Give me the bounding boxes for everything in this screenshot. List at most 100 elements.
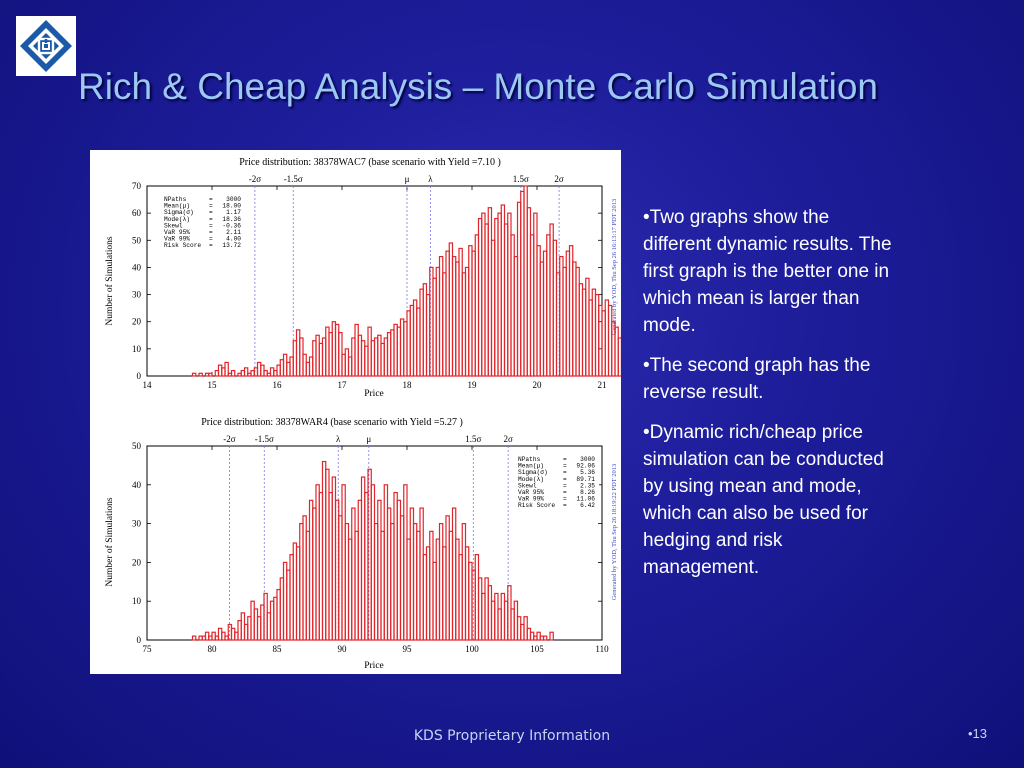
y-tick-label: 20 (132, 317, 142, 327)
marker-label: 1.5σ (513, 174, 529, 184)
y-tick-label: 70 (132, 181, 142, 191)
stats-value: 1.17 (226, 209, 241, 216)
stats-value: 92.06 (576, 463, 595, 470)
x-tick-label: 80 (208, 644, 218, 654)
stats-box (161, 194, 245, 252)
stats-label: VaR 95% (518, 489, 544, 496)
x-tick-label: 16 (273, 380, 283, 390)
chart-title: Price distribution: 38378WAC7 (base scen… (239, 157, 501, 168)
stats-value: 89.71 (576, 476, 595, 483)
stats-equals: = (563, 463, 567, 470)
y-tick-label: 50 (132, 235, 142, 245)
stats-value: 3000 (580, 456, 595, 463)
chart-bottom-war4: Price distribution: 38378WAR4 (base scen… (104, 417, 618, 671)
chart-y-axis-label: Number of Simulations (104, 236, 115, 325)
stats-value: 2.35 (580, 482, 595, 489)
x-tick-label: 14 (143, 380, 153, 390)
stats-value: 4.00 (226, 236, 241, 243)
y-tick-label: 30 (132, 519, 142, 529)
stats-value: 8.26 (580, 489, 595, 496)
x-tick-label: 75 (143, 644, 153, 654)
stats-box (515, 454, 599, 512)
kds-square-spiral-logo-icon (20, 20, 72, 72)
y-tick-label: 40 (132, 480, 142, 490)
stats-value: 6.42 (580, 502, 595, 509)
marker-label: -1.5σ (255, 434, 274, 444)
histogram-bar (198, 372, 203, 377)
stats-equals: = (563, 469, 567, 476)
stats-value: 11.06 (576, 496, 595, 503)
stats-value: 3000 (226, 196, 241, 203)
y-tick-label: 10 (132, 344, 142, 354)
stats-equals: = (563, 489, 567, 496)
histogram-svg: Price distribution: 38378WAC7 (base scen… (104, 157, 621, 671)
histogram-bar (208, 372, 213, 377)
stats-label: NPaths (518, 456, 541, 463)
marker-label: λ (336, 434, 341, 444)
stats-equals: = (563, 502, 567, 509)
x-tick-label: 20 (533, 380, 543, 390)
stats-label: Mode(λ) (518, 476, 544, 483)
bullet-item: •Two graphs show the different dynamic r… (643, 207, 892, 336)
marker-label: 1.5σ (465, 434, 481, 444)
stats-equals: = (209, 222, 213, 229)
kds-logo (16, 16, 76, 76)
histogram-bar (191, 372, 197, 377)
y-tick-label: 30 (132, 290, 142, 300)
stats-label: Sigma(σ) (164, 209, 194, 216)
stats-value: 2.11 (226, 229, 241, 236)
stats-label: Mode(λ) (164, 216, 190, 223)
x-tick-label: 105 (530, 644, 544, 654)
stats-label: VaR 95% (164, 229, 190, 236)
stats-equals: = (209, 242, 213, 249)
stats-label: Mean(μ) (164, 203, 190, 210)
x-tick-label: 85 (273, 644, 283, 654)
histogram-bar (224, 361, 229, 377)
stats-label: VaR 99% (164, 236, 190, 243)
y-tick-label: 20 (132, 557, 142, 567)
footer-text: KDS Proprietary Information (413, 728, 611, 744)
chart-x-axis-label: Price (364, 389, 384, 399)
stats-equals: = (563, 476, 567, 483)
histogram-figure: Price distribution: 38378WAC7 (base scen… (90, 150, 621, 674)
stats-value: 5.36 (580, 469, 595, 476)
stats-equals: = (209, 216, 213, 223)
stats-equals: = (209, 229, 213, 236)
x-tick-label: 90 (338, 644, 348, 654)
stats-value: 18.00 (222, 203, 241, 210)
x-tick-label: 100 (465, 644, 479, 654)
histogram-bar (243, 367, 249, 377)
histogram-bar (191, 635, 197, 641)
chart-top-wac7: Price distribution: 38378WAC7 (base scen… (104, 157, 621, 399)
stats-equals: = (563, 496, 567, 503)
stats-label: Mean(μ) (518, 463, 544, 470)
marker-label: -2σ (223, 434, 235, 444)
stats-equals: = (563, 482, 567, 489)
page-number: •13 (968, 726, 988, 741)
histogram-bar (617, 337, 621, 377)
histogram-bar (549, 631, 554, 641)
stats-equals: = (209, 203, 213, 210)
y-tick-label: 50 (132, 441, 142, 451)
x-tick-label: 110 (595, 644, 609, 654)
y-tick-label: 40 (132, 262, 142, 272)
stats-value: 13.72 (222, 242, 241, 249)
histogram-bar (230, 369, 236, 377)
stats-equals: = (563, 456, 567, 463)
stats-label: Risk Score (164, 242, 201, 249)
stats-label: VaR 99% (518, 496, 544, 503)
stats-label: Skewl (164, 222, 183, 229)
y-tick-label: 60 (132, 208, 142, 218)
slide-title: Rich & Cheap Analysis – Monte Carlo Simu… (78, 66, 878, 107)
chart-side-label: Generated by YOD, Thu Sep 26 18:19:22 PD… (611, 464, 618, 601)
stats-value: -0.36 (222, 222, 241, 229)
marker-label: λ (428, 174, 433, 184)
stats-label: Skewl (518, 482, 537, 489)
marker-label: μ (405, 174, 410, 184)
x-tick-label: 15 (208, 380, 218, 390)
bullet-item: •The second graph has the reverse result… (643, 355, 871, 403)
bullet-item: •Dynamic rich/cheap price simulation can… (643, 422, 884, 578)
stats-label: NPaths (164, 196, 187, 203)
x-tick-label: 18 (403, 380, 413, 390)
stats-equals: = (209, 209, 213, 216)
